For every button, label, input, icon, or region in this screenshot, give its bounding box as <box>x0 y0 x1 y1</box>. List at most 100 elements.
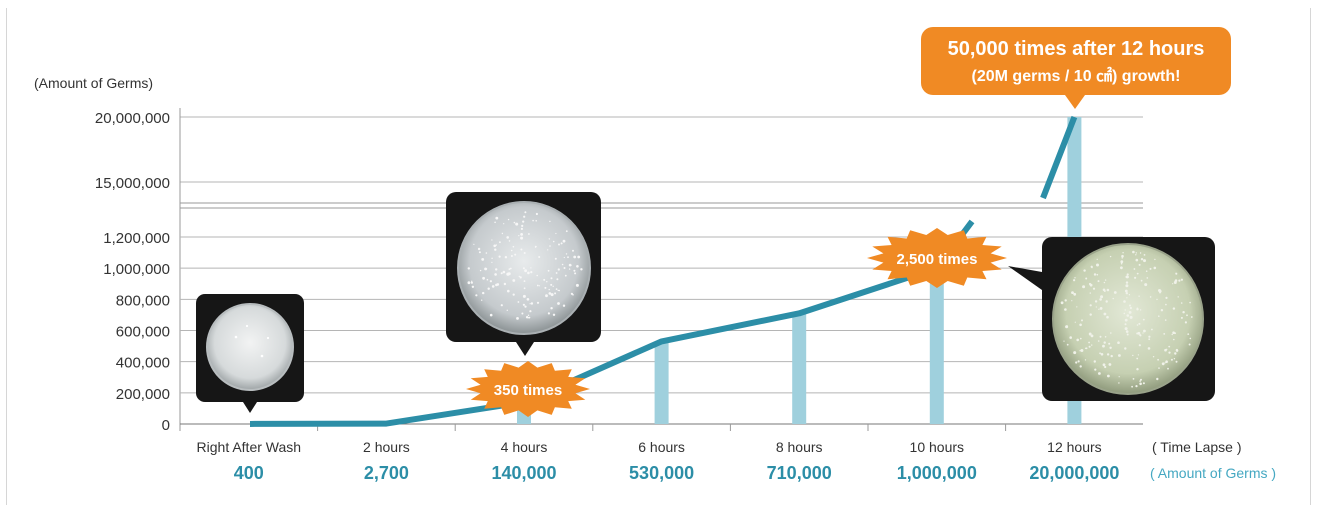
colony-speck <box>513 221 516 224</box>
colony-speck <box>482 276 485 280</box>
colony-speck <box>471 280 473 282</box>
colony-speck <box>1188 343 1191 346</box>
colony-speck <box>1175 272 1177 274</box>
colony-speck <box>503 282 507 286</box>
colony-speck <box>1082 285 1086 289</box>
colony-speck <box>1178 279 1181 282</box>
colony-speck <box>516 317 519 320</box>
colony-speck <box>1149 267 1152 270</box>
colony-speck <box>481 258 485 261</box>
colony-speck <box>577 255 581 259</box>
colony-speck <box>1168 351 1171 354</box>
colony-speck <box>508 240 511 242</box>
colony-speck <box>1129 315 1133 319</box>
colony-speck <box>1135 254 1137 256</box>
colony-speck <box>1131 385 1133 388</box>
colony-speck <box>1142 318 1145 321</box>
colony-speck <box>1159 291 1161 294</box>
data-value-label: 140,000 <box>491 463 556 483</box>
colony-speck <box>1154 258 1156 261</box>
colony-speck <box>546 281 548 283</box>
colony-speck <box>495 268 498 271</box>
colony-speck <box>558 243 560 246</box>
colony-speck <box>550 283 553 286</box>
colony-speck <box>1069 336 1072 339</box>
callout-top-line2: (20M germs / 10 ㎠) growth! <box>972 66 1181 85</box>
colony-speck <box>576 265 579 268</box>
colony-speck <box>1096 258 1098 260</box>
colony-speck <box>1136 357 1139 360</box>
colony-speck <box>1094 300 1098 303</box>
colony-speck <box>1075 361 1078 364</box>
x-category-label: 8 hours <box>776 439 823 455</box>
colony-speck <box>510 249 513 252</box>
colony-speck <box>560 242 563 245</box>
colony-speck <box>562 239 566 243</box>
colony-speck <box>475 294 478 297</box>
colony-speck <box>536 284 539 287</box>
colony-speck <box>1136 332 1139 335</box>
colony-speck <box>1120 266 1123 270</box>
colony-speck <box>534 245 537 248</box>
colony-speck <box>1128 311 1132 314</box>
colony-speck <box>495 216 499 220</box>
colony-speck <box>1160 309 1164 312</box>
colony-speck <box>1108 342 1111 345</box>
colony-speck <box>1143 259 1146 263</box>
colony-speck <box>1104 279 1107 281</box>
colony-speck <box>1107 374 1110 378</box>
colony-speck <box>1102 344 1105 348</box>
colony-speck <box>524 211 527 214</box>
colony-speck <box>519 276 522 279</box>
colony-speck <box>1136 368 1139 371</box>
colony-speck <box>1151 328 1153 331</box>
colony-speck <box>1085 347 1088 350</box>
colony-speck <box>1099 307 1103 310</box>
callout-2500-times: 2,500 times <box>867 228 1007 288</box>
colony-speck <box>1080 349 1084 352</box>
colony-speck <box>491 261 493 263</box>
colony-speck <box>1173 358 1176 360</box>
colony-speck <box>535 212 539 216</box>
colony-speck <box>1190 316 1193 318</box>
colony-speck <box>1135 258 1139 262</box>
colony-speck <box>557 268 560 271</box>
colony-speck <box>1064 308 1067 311</box>
colony-speck <box>1132 250 1135 254</box>
colony-speck <box>1133 268 1136 270</box>
colony-speck <box>1097 340 1100 342</box>
colony-speck <box>1132 354 1134 357</box>
colony-speck <box>1118 354 1121 357</box>
colony-speck <box>562 304 566 307</box>
colony-speck <box>494 248 497 251</box>
colony-speck <box>1177 296 1179 298</box>
y-tick-label: 400,000 <box>116 355 170 372</box>
colony-speck <box>550 307 553 310</box>
colony-speck <box>1118 376 1120 378</box>
colony-speck <box>1090 265 1093 268</box>
colony-speck <box>1126 273 1129 276</box>
colony-speck <box>1167 367 1169 370</box>
colony-speck <box>563 256 565 259</box>
colony-speck <box>495 283 498 287</box>
colony-speck <box>1103 341 1106 344</box>
colony-speck <box>1124 309 1126 311</box>
colony-speck <box>549 220 551 223</box>
x-category-label: 10 hours <box>910 439 964 455</box>
colony-speck <box>1186 314 1188 317</box>
colony-speck <box>558 289 560 292</box>
colony-speck <box>552 240 555 243</box>
colony-speck <box>514 253 517 256</box>
colony-speck <box>518 275 520 278</box>
colony-speck <box>506 309 508 311</box>
colony-speck <box>520 248 523 251</box>
colony-speck <box>1164 348 1167 352</box>
colony-speck <box>1171 333 1173 336</box>
colony-speck <box>1140 378 1142 381</box>
x-category-label: 12 hours <box>1047 439 1101 455</box>
y-tick-label: 1,200,000 <box>103 230 170 247</box>
y-tick-label: 20,000,000 <box>95 110 170 127</box>
colony-speck <box>1138 295 1140 297</box>
colony-speck <box>1137 331 1141 335</box>
